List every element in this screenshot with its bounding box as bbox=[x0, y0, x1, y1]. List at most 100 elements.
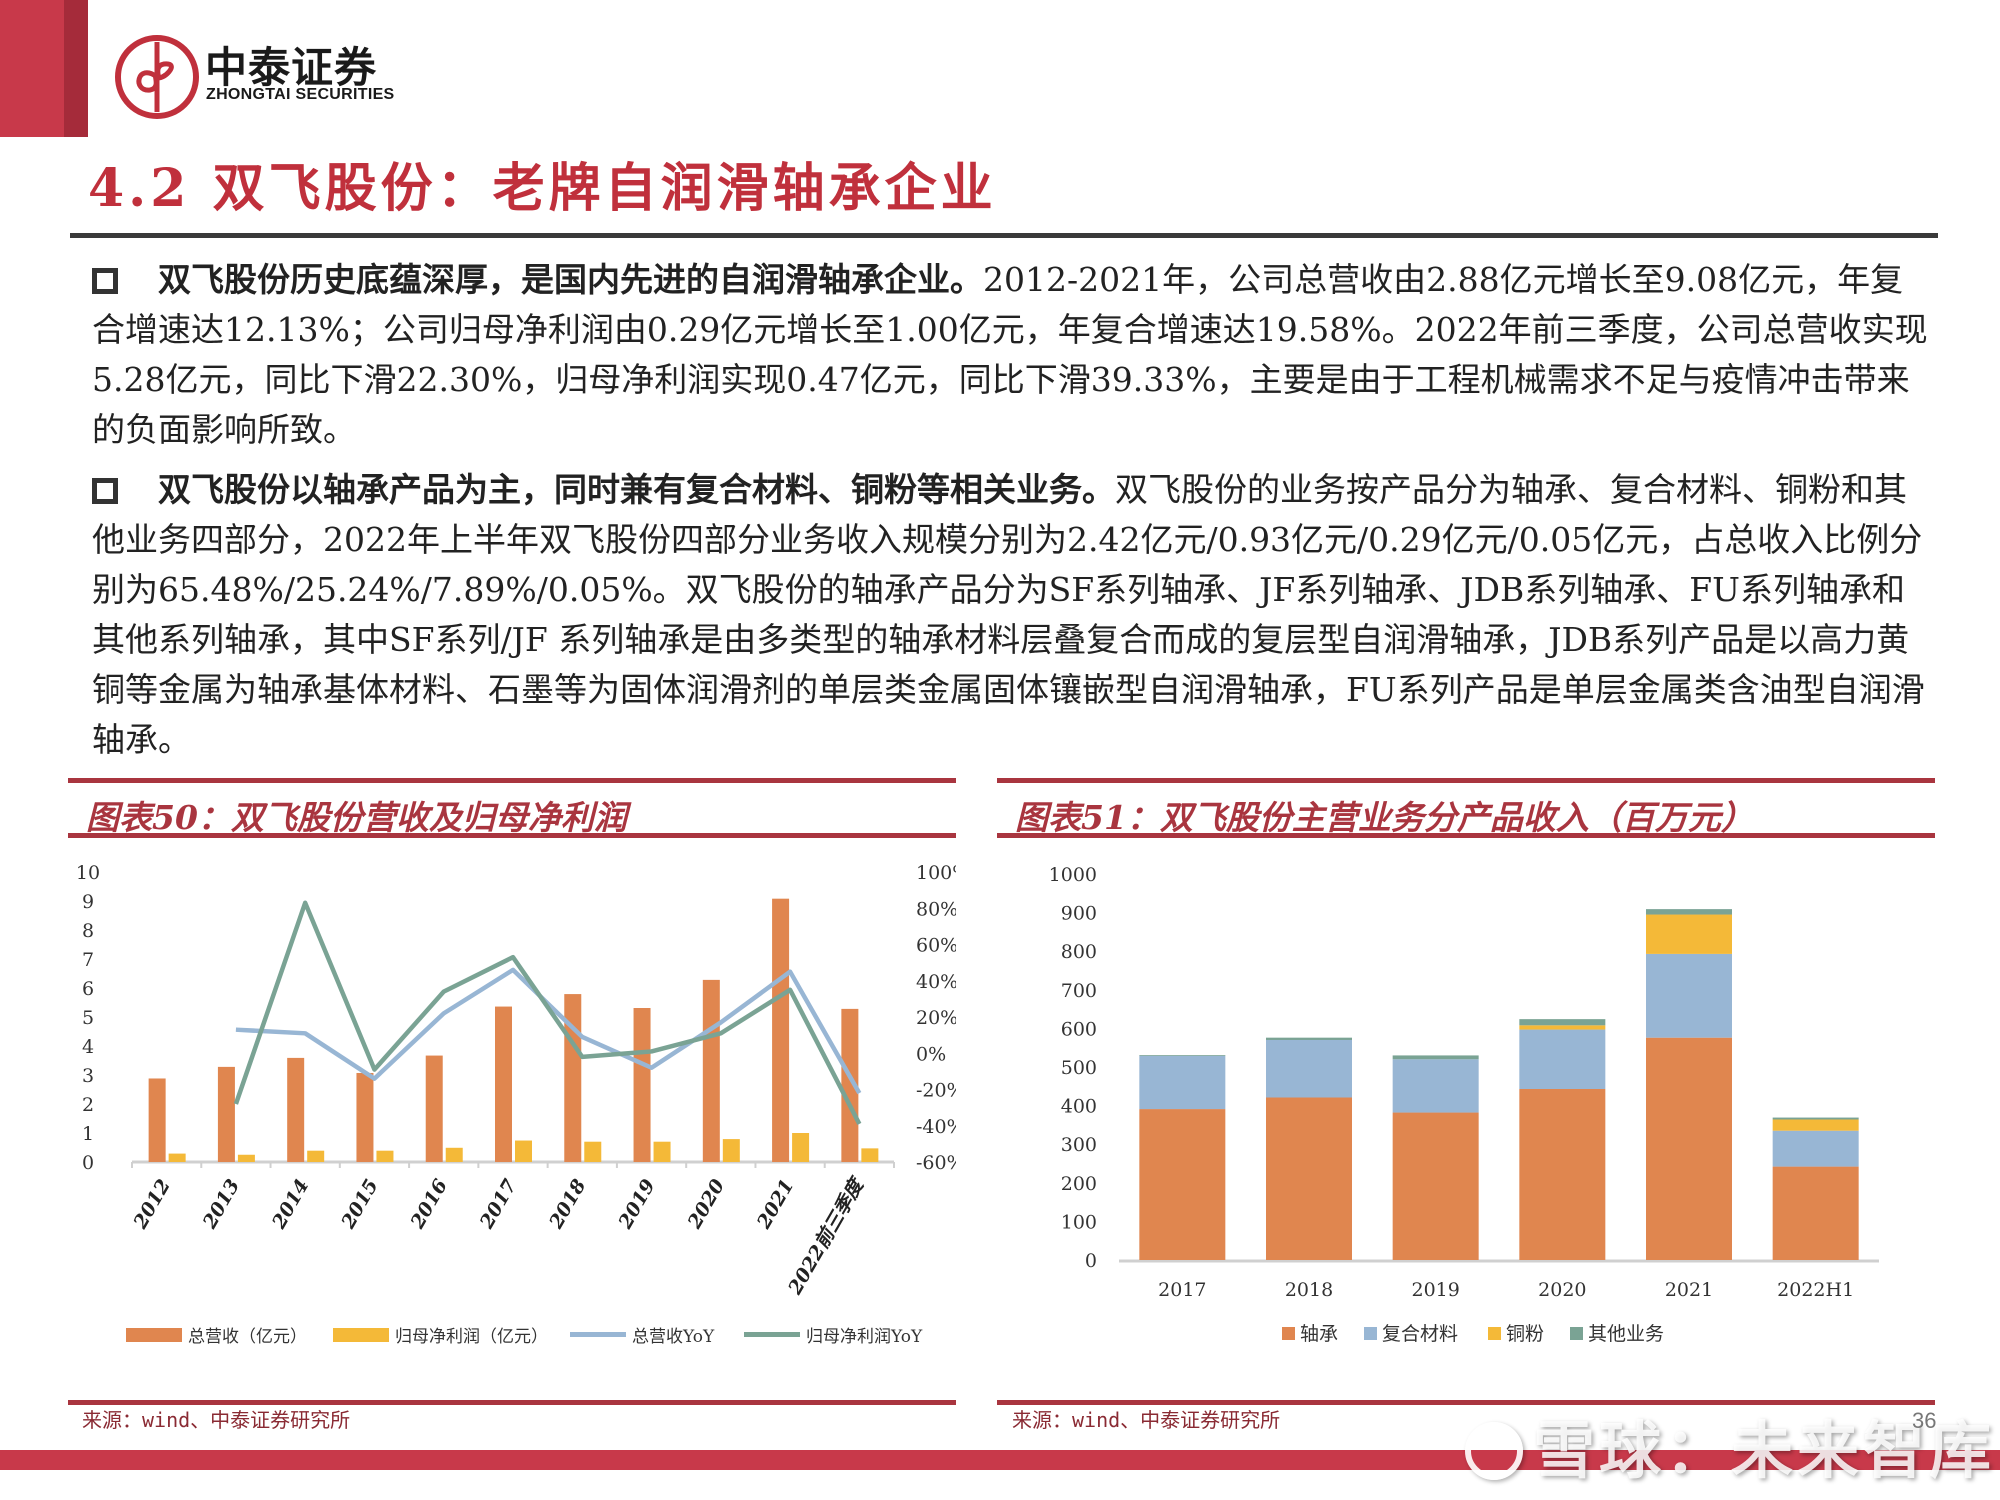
legend-label: 复合材料 bbox=[1382, 1323, 1458, 1345]
figure-51-title-bar: 图表51：双飞股份主营业务分产品收入（百万元） bbox=[997, 778, 1935, 838]
figure-51-source: 来源：wind、中泰证券研究所 bbox=[1012, 1408, 1281, 1432]
bar bbox=[702, 979, 720, 1162]
stacked-bar-segment bbox=[1646, 914, 1732, 954]
brand-name-en: ZHONGTAI SECURITIES bbox=[206, 86, 395, 103]
bar bbox=[445, 1147, 463, 1162]
brand-name-cn: 中泰证券 bbox=[205, 43, 378, 92]
bar bbox=[168, 1153, 186, 1162]
y-axis-tick: 300 bbox=[1061, 1134, 1097, 1156]
bar bbox=[307, 1150, 325, 1162]
revenue-profit-chart: 0 1 2 3 4 5 6 7 8 9 10 -60% -40% -20% 0% 20% 40% 60% 80% 10… bbox=[76, 862, 956, 1347]
x-axis-label: 2012 bbox=[129, 1176, 175, 1234]
bar bbox=[148, 1078, 166, 1162]
y-axis-tick: 100 bbox=[1061, 1211, 1097, 1233]
figure-50-source: 来源：wind、中泰证券研究所 bbox=[82, 1408, 351, 1432]
y-axis-tick: 400 bbox=[1061, 1096, 1097, 1118]
xueqiu-logo-icon bbox=[1465, 1422, 1523, 1480]
corner-brand-stripe bbox=[64, 0, 88, 137]
x-axis-label: 2013 bbox=[198, 1176, 244, 1234]
legend-swatch bbox=[744, 1332, 800, 1337]
right-axis-tick: -40% bbox=[916, 1116, 956, 1138]
figure-51-source-rule bbox=[997, 1400, 1935, 1405]
y-axis-tick: 1000 bbox=[1049, 864, 1097, 886]
right-axis-tick: 20% bbox=[916, 1007, 956, 1029]
x-axis-label: 2021 bbox=[1665, 1279, 1713, 1301]
right-axis-tick: 0% bbox=[916, 1043, 946, 1065]
left-axis-tick: 10 bbox=[76, 862, 100, 884]
stacked-bar-segment bbox=[1266, 1097, 1352, 1260]
left-axis-tick: 4 bbox=[82, 1036, 94, 1058]
left-axis-tick: 0 bbox=[82, 1152, 94, 1174]
y-axis-tick: 800 bbox=[1061, 941, 1097, 963]
bar bbox=[376, 1150, 394, 1162]
stacked-bar-segment bbox=[1772, 1130, 1859, 1167]
x-axis-label: 2018 bbox=[545, 1176, 591, 1234]
stacked-bar-segment bbox=[1139, 1109, 1226, 1260]
bar bbox=[425, 1055, 443, 1162]
paragraph-1: 双飞股份历史底蕴深厚，是国内先进的自润滑轴承企业。2012-2021年，公司总营… bbox=[92, 255, 1932, 455]
legend-label: 铜粉 bbox=[1506, 1323, 1544, 1345]
title-divider bbox=[70, 233, 1938, 238]
yoy-line bbox=[235, 967, 862, 1095]
legend-swatch bbox=[333, 1328, 389, 1342]
x-axis-label: 2020 bbox=[1538, 1279, 1586, 1301]
stacked-bar-segment bbox=[1519, 1029, 1606, 1090]
stacked-bar-segment bbox=[1646, 909, 1732, 915]
watermark-text: 雪球：未来智库 bbox=[1533, 1414, 1996, 1487]
yoy-line bbox=[233, 900, 862, 1125]
x-axis-label: 2014 bbox=[268, 1176, 314, 1234]
left-axis-tick: 5 bbox=[82, 1007, 94, 1029]
stacked-bar-segment bbox=[1139, 1055, 1226, 1110]
x-axis-label: 2018 bbox=[1285, 1279, 1333, 1301]
bar bbox=[217, 1066, 235, 1162]
stacked-bar-segment bbox=[1646, 1037, 1732, 1260]
legend-label: 归母净利润YoY bbox=[806, 1327, 923, 1347]
x-axis-label: 2015 bbox=[337, 1176, 383, 1234]
bar bbox=[515, 1140, 532, 1162]
stacked-bar-segment bbox=[1519, 1089, 1606, 1260]
page-title: 4.2 双飞股份：老牌自润滑轴承企业 bbox=[88, 158, 997, 219]
left-axis-tick: 7 bbox=[82, 949, 94, 971]
legend-label: 归母净利润（亿元） bbox=[395, 1327, 548, 1347]
legend-label: 其他业务 bbox=[1588, 1323, 1664, 1345]
figure-50-title-bar: 图表50：双飞股份营收及归母净利润 bbox=[68, 778, 956, 838]
left-axis-tick: 9 bbox=[82, 891, 94, 913]
y-axis-tick: 900 bbox=[1061, 903, 1097, 925]
legend-swatch bbox=[1570, 1327, 1583, 1340]
bar bbox=[841, 1008, 859, 1162]
product-revenue-chart: 0 100 200 300 400 500 600 700 800 900 1000 2017 2018… bbox=[1049, 864, 1879, 1345]
bar bbox=[287, 1057, 305, 1162]
stacked-bar-segment bbox=[1772, 1117, 1859, 1120]
bar bbox=[722, 1139, 740, 1162]
x-axis-label: 2022H1 bbox=[1777, 1279, 1854, 1301]
stacked-bar-segment bbox=[1519, 1025, 1606, 1030]
right-axis-tick: -60% bbox=[916, 1152, 956, 1174]
paragraph-lead: 双飞股份以轴承产品为主，同时兼有复合材料、铜粉等相关业务。 bbox=[158, 470, 1115, 509]
bar bbox=[653, 1141, 671, 1162]
stacked-bar-segment bbox=[1646, 953, 1732, 1038]
y-axis-tick: 700 bbox=[1061, 980, 1097, 1002]
legend-swatch bbox=[126, 1328, 182, 1342]
bar bbox=[584, 1141, 602, 1162]
x-axis-label: 2020 bbox=[683, 1176, 729, 1234]
y-axis-tick: 200 bbox=[1061, 1173, 1097, 1195]
stacked-bar-segment bbox=[1392, 1059, 1479, 1113]
stacked-bar-segment bbox=[1772, 1119, 1859, 1131]
bar bbox=[495, 1006, 512, 1162]
right-axis-tick: 40% bbox=[916, 971, 956, 993]
figure-50-title: 图表50：双飞股份营收及归母净利润 bbox=[86, 798, 627, 837]
figure-51-title: 图表51：双飞股份主营业务分产品收入（百万元） bbox=[1015, 798, 1754, 837]
checkbox-bullet-icon bbox=[92, 268, 118, 294]
left-axis-tick: 6 bbox=[82, 978, 94, 1000]
x-axis-label: 2016 bbox=[406, 1176, 452, 1234]
legend-swatch bbox=[570, 1332, 626, 1337]
x-axis-label: 2017 bbox=[1158, 1279, 1206, 1301]
paragraph-body: 双飞股份的业务按产品分为轴承、复合材料、铜粉和其他业务四部分，2022年上半年双… bbox=[92, 470, 1925, 759]
y-axis-tick: 500 bbox=[1061, 1057, 1097, 1079]
right-axis-tick: 60% bbox=[916, 935, 956, 957]
stacked-bar-segment bbox=[1772, 1166, 1859, 1260]
stacked-bar-segment bbox=[1266, 1039, 1352, 1098]
stacked-bar-segment bbox=[1139, 1055, 1226, 1056]
x-axis-label: 2021 bbox=[752, 1176, 798, 1234]
stacked-bar-segment bbox=[1392, 1112, 1479, 1260]
